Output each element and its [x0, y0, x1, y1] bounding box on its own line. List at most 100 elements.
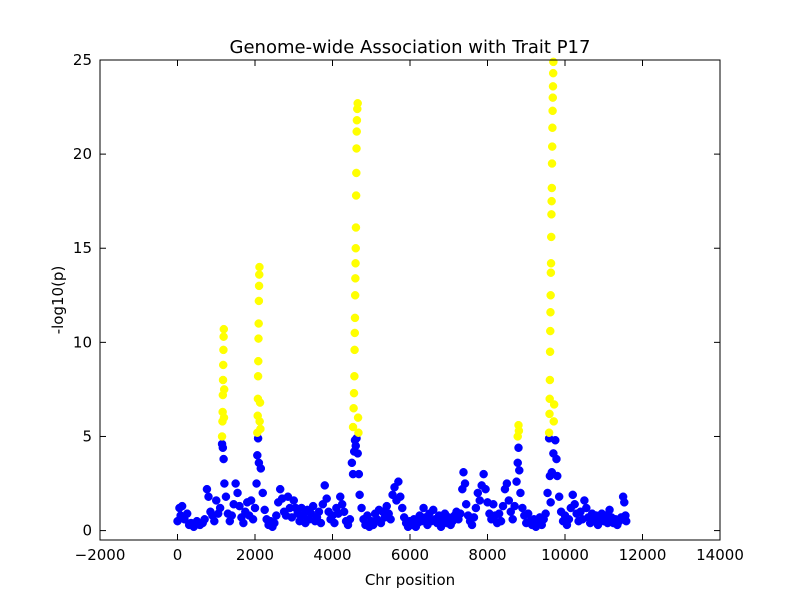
data-point	[219, 324, 229, 334]
data-point	[469, 513, 479, 522]
data-point	[549, 400, 559, 409]
x-tick-label: 12000	[619, 546, 667, 564]
data-point	[554, 492, 564, 501]
data-point	[508, 515, 517, 524]
data-point	[549, 57, 558, 67]
data-point	[235, 501, 244, 511]
data-point	[322, 494, 331, 503]
data-point	[351, 274, 360, 283]
data-point	[275, 484, 285, 494]
data-point	[461, 499, 471, 509]
data-point	[396, 492, 405, 501]
data-point	[210, 516, 219, 526]
data-point	[339, 507, 349, 517]
data-point	[564, 515, 574, 524]
data-point	[548, 123, 557, 133]
data-point	[353, 99, 362, 108]
data-point	[541, 509, 550, 518]
data-point	[308, 501, 318, 511]
data-point	[253, 451, 262, 460]
data-point	[256, 464, 266, 473]
data-point	[514, 443, 523, 453]
data-point	[548, 68, 558, 78]
data-point	[272, 511, 281, 520]
data-point	[177, 501, 187, 511]
data-point	[351, 223, 361, 232]
data-point	[516, 488, 525, 498]
data-point	[212, 496, 221, 505]
data-point	[351, 191, 361, 200]
data-point	[314, 507, 324, 517]
x-axis-label: Chr position	[365, 571, 455, 589]
data-point	[553, 471, 562, 481]
data-point	[352, 115, 362, 125]
data-point	[620, 498, 629, 507]
data-points-layer	[173, 57, 631, 532]
data-point	[582, 503, 591, 513]
data-point	[544, 428, 554, 437]
data-point	[246, 496, 256, 505]
data-point	[256, 424, 265, 434]
data-point	[218, 375, 228, 385]
data-point	[545, 394, 554, 404]
data-point	[394, 477, 403, 486]
data-point	[467, 520, 477, 530]
data-point	[255, 417, 264, 426]
data-point	[545, 347, 555, 357]
data-point	[350, 328, 360, 338]
data-point	[233, 488, 242, 498]
data-point	[479, 469, 488, 479]
x-tick-label: 4000	[313, 546, 351, 564]
x-tick-label: −2000	[75, 546, 126, 564]
data-point	[352, 127, 361, 136]
data-point	[548, 82, 558, 91]
data-point	[546, 232, 556, 242]
chart-title: Genome-wide Association with Trait P17	[230, 37, 591, 58]
data-point	[502, 479, 512, 488]
data-point	[352, 144, 361, 153]
y-tick-label: 5	[82, 427, 92, 445]
y-tick-label: 0	[82, 522, 92, 540]
data-point	[546, 326, 555, 336]
data-point	[351, 441, 360, 451]
data-point	[498, 501, 508, 511]
data-point	[289, 496, 298, 505]
data-point	[215, 503, 225, 513]
data-point	[351, 243, 360, 253]
data-point	[254, 296, 264, 306]
data-point	[549, 417, 559, 426]
data-point	[496, 516, 506, 526]
data-point	[514, 426, 524, 436]
data-point	[254, 356, 263, 366]
data-point	[254, 319, 263, 328]
x-tick-label: 0	[173, 546, 183, 564]
data-point	[547, 196, 556, 206]
data-point	[219, 332, 228, 341]
data-point	[460, 479, 470, 488]
data-point	[255, 262, 264, 272]
data-point	[219, 385, 229, 394]
data-point	[200, 515, 209, 524]
data-point	[254, 281, 264, 291]
data-point	[254, 334, 263, 343]
data-point	[546, 259, 556, 268]
data-point	[330, 518, 339, 528]
data-point	[350, 371, 359, 381]
data-point	[221, 492, 231, 501]
y-tick-label: 10	[73, 333, 92, 351]
data-point	[204, 492, 213, 501]
data-point	[545, 375, 555, 385]
data-point	[355, 490, 364, 500]
data-point	[219, 454, 228, 464]
data-point	[547, 142, 557, 151]
data-point	[217, 432, 227, 441]
data-point	[348, 422, 358, 432]
data-point	[429, 505, 438, 515]
data-point	[473, 488, 483, 498]
data-point	[546, 268, 556, 277]
data-point	[545, 409, 554, 419]
data-point	[336, 492, 345, 501]
data-point	[248, 515, 258, 524]
data-point	[350, 345, 359, 355]
